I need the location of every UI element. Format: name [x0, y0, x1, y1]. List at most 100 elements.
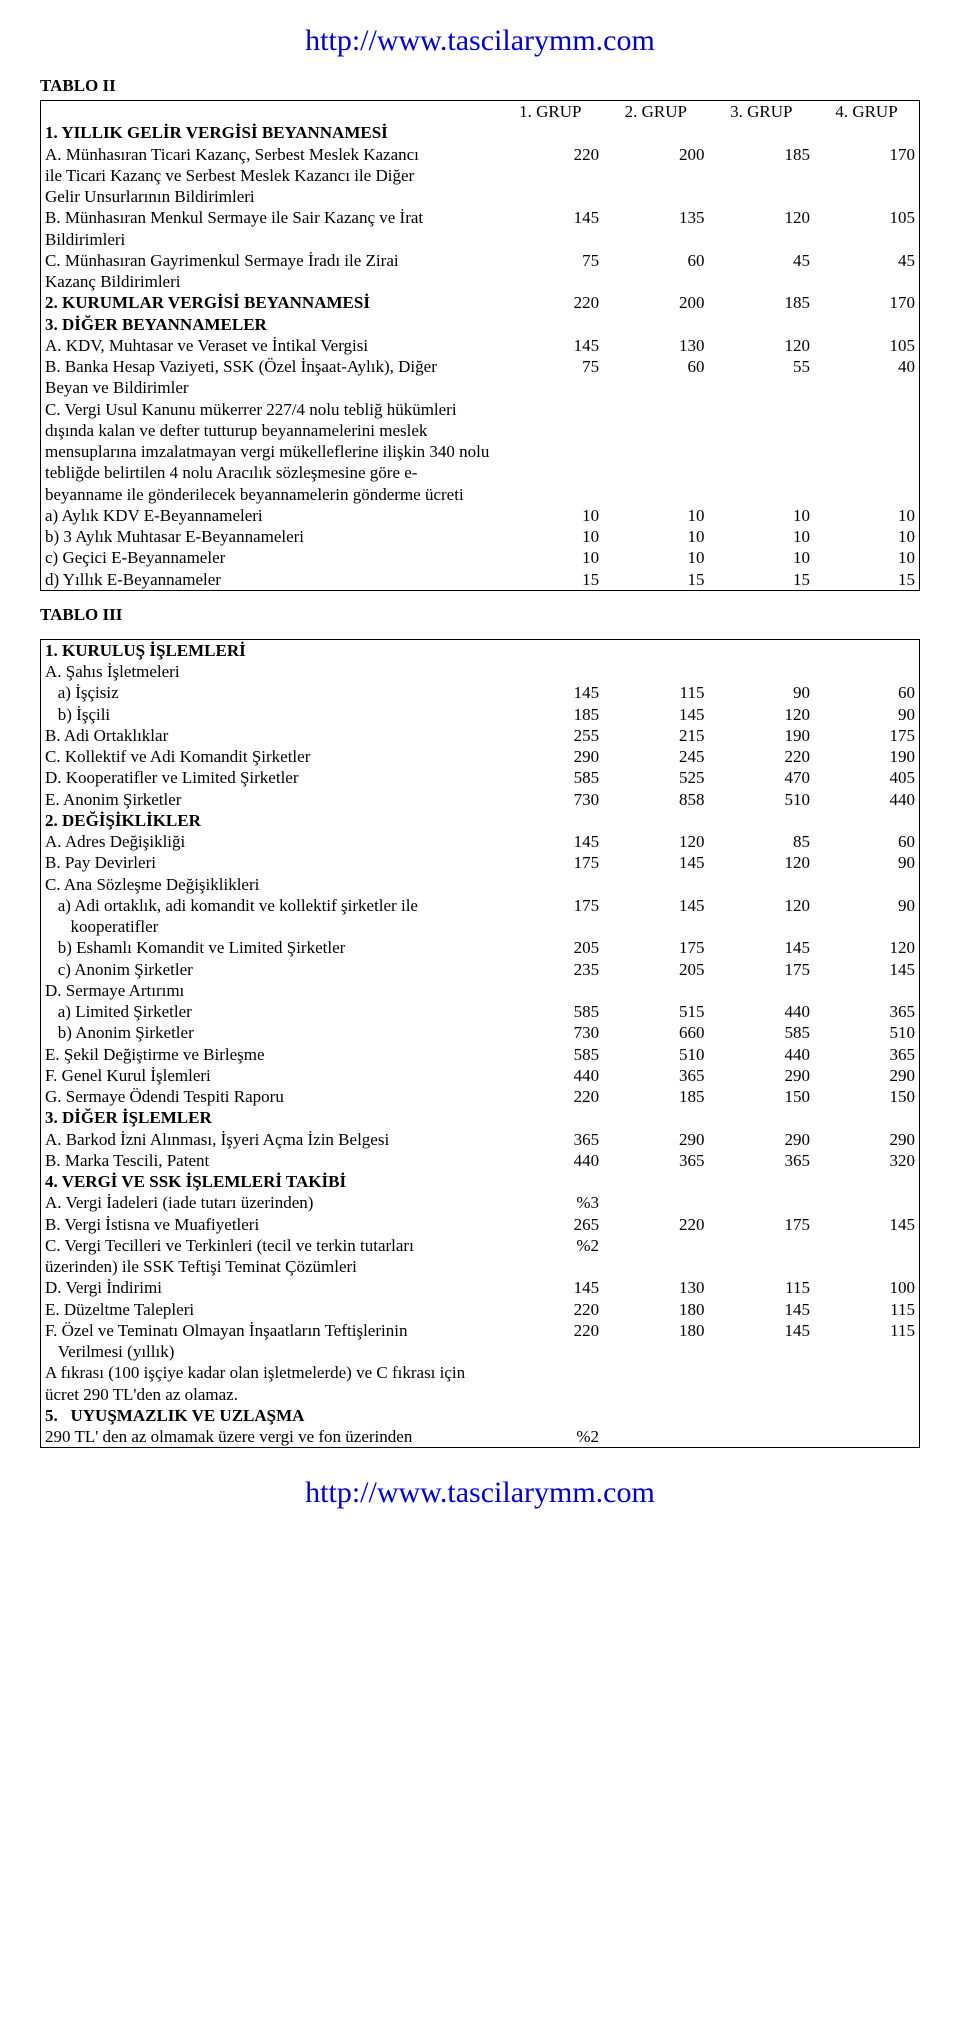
tablo3-row-5-label: C. Kollektif ve Adi Komandit Şirketler	[41, 746, 498, 767]
tablo3-row-22-label: 3. DİĞER İŞLEMLER	[41, 1107, 498, 1128]
tablo3-row-27-col-2: 175	[709, 1214, 814, 1235]
tablo2-row-3-col-1	[603, 186, 708, 207]
tablo3-row-4-col-3: 175	[814, 725, 920, 746]
tablo3-row-29-col-0	[498, 1256, 603, 1277]
tablo2-row-15-col-0: 10	[498, 526, 603, 547]
tablo2-row-4-label: B. Münhasıran Menkul Sermaye ile Sair Ka…	[41, 207, 498, 228]
tablo3-row-8-col-0	[498, 810, 603, 831]
tablo3-row-1-col-1	[603, 661, 708, 682]
tablo3-row-10-col-3: 90	[814, 852, 920, 873]
tablo3-row-19-col-3: 365	[814, 1044, 920, 1065]
tablo2-row-11-col-1: 60	[603, 356, 708, 377]
tablo3-row-31-col-3: 115	[814, 1299, 920, 1320]
tablo2-row-9-label: 3. DİĞER BEYANNAMELER	[41, 314, 498, 335]
tablo3-row-2-col-3: 60	[814, 682, 920, 703]
tablo3-row-12-label: a) Adi ortaklık, adi komandit ve kollekt…	[41, 895, 498, 916]
tablo3-row-21-col-3: 150	[814, 1086, 920, 1107]
tablo3-row-31-label: E. Düzeltme Talepleri	[41, 1299, 498, 1320]
tablo3-row-24-col-1: 365	[603, 1150, 708, 1171]
tablo3-row-32-col-3: 115	[814, 1320, 920, 1341]
tablo3-row-32-label: F. Özel ve Teminatı Olmayan İnşaatların …	[41, 1320, 498, 1341]
tablo3-row-14-col-3: 120	[814, 937, 920, 958]
tablo2-row-2-col-3	[814, 165, 920, 186]
tablo3-row-0-col-2	[709, 639, 814, 661]
tablo3-row-8-col-1	[603, 810, 708, 831]
tablo3-row-24-col-0: 440	[498, 1150, 603, 1171]
tablo3-row-30-col-1: 130	[603, 1277, 708, 1298]
tablo3-row-14-col-1: 175	[603, 937, 708, 958]
tablo3-row-16-col-3	[814, 980, 920, 1001]
tablo2-row-6-label: C. Münhasıran Gayrimenkul Sermaye İradı …	[41, 250, 498, 271]
tablo3-row-7-col-3: 440	[814, 789, 920, 810]
tablo2-row-0-label: 1. YILLIK GELİR VERGİSİ BEYANNAMESİ	[41, 122, 498, 143]
tablo3-row-1-col-2	[709, 661, 814, 682]
tablo2-row-1-col-3: 170	[814, 144, 920, 165]
tablo2-row-9-col-2	[709, 314, 814, 335]
tablo3-row-12-col-1: 145	[603, 895, 708, 916]
tablo2-table: 1. GRUP2. GRUP3. GRUP4. GRUP1. YILLIK GE…	[40, 100, 920, 591]
tablo2-row-14-label: a) Aylık KDV E-Beyannameleri	[41, 505, 498, 526]
tablo3-row-13-col-2	[709, 916, 814, 937]
tablo2-row-13-col-0	[498, 399, 603, 505]
tablo3-row-17-col-0: 585	[498, 1001, 603, 1022]
tablo3-row-10-col-0: 175	[498, 852, 603, 873]
tablo3-row-34-col-3	[814, 1362, 920, 1405]
tablo3-row-31-col-1: 180	[603, 1299, 708, 1320]
tablo3-row-6-col-2: 470	[709, 767, 814, 788]
tablo3-row-16-col-0	[498, 980, 603, 1001]
tablo2-header-1: 2. GRUP	[603, 101, 708, 123]
tablo3-row-21-col-2: 150	[709, 1086, 814, 1107]
tablo2-row-0-col-3	[814, 122, 920, 143]
tablo2-row-4-col-0: 145	[498, 207, 603, 228]
tablo3-table: 1. KURULUŞ İŞLEMLERİA. Şahıs İşletmeleri…	[40, 639, 920, 1449]
tablo3-row-11-label: C. Ana Sözleşme Değişiklikleri	[41, 874, 498, 895]
tablo3-row-2-col-1: 115	[603, 682, 708, 703]
tablo3-row-17-col-3: 365	[814, 1001, 920, 1022]
tablo3-row-34-col-2	[709, 1362, 814, 1405]
tablo3-row-26-col-1	[603, 1192, 708, 1213]
tablo2-row-2-col-2	[709, 165, 814, 186]
tablo2-row-13-col-3	[814, 399, 920, 505]
tablo3-row-13-col-1	[603, 916, 708, 937]
tablo3-row-30-col-0: 145	[498, 1277, 603, 1298]
tablo2-row-14-col-2: 10	[709, 505, 814, 526]
tablo3-row-8-col-3	[814, 810, 920, 831]
tablo3-row-32-col-2: 145	[709, 1320, 814, 1341]
tablo3-row-7-col-2: 510	[709, 789, 814, 810]
tablo2-row-13-label: C. Vergi Usul Kanunu mükerrer 227/4 nolu…	[41, 399, 498, 505]
tablo3-row-33-col-0	[498, 1341, 603, 1362]
tablo3-row-24-col-2: 365	[709, 1150, 814, 1171]
tablo3-row-5-col-3: 190	[814, 746, 920, 767]
tablo2-row-0-col-2	[709, 122, 814, 143]
tablo3-row-17-label: a) Limited Şirketler	[41, 1001, 498, 1022]
tablo3-caption: TABLO III	[40, 605, 920, 625]
tablo3-row-1-label: A. Şahıs İşletmeleri	[41, 661, 498, 682]
tablo2-row-8-col-1: 200	[603, 292, 708, 313]
tablo2-row-13-col-2	[709, 399, 814, 505]
tablo3-row-23-col-1: 290	[603, 1129, 708, 1150]
tablo2-row-11-col-3: 40	[814, 356, 920, 377]
tablo3-row-25-col-0	[498, 1171, 603, 1192]
tablo3-row-6-col-1: 525	[603, 767, 708, 788]
tablo3-row-13-col-3	[814, 916, 920, 937]
tablo3-row-28-col-3	[814, 1235, 920, 1256]
tablo3-row-6-col-0: 585	[498, 767, 603, 788]
tablo3-row-23-label: A. Barkod İzni Alınması, İşyeri Açma İzi…	[41, 1129, 498, 1150]
tablo2-row-17-col-3: 15	[814, 569, 920, 591]
tablo2-row-11-col-0: 75	[498, 356, 603, 377]
tablo2-row-16-col-0: 10	[498, 547, 603, 568]
tablo3-row-35-col-3	[814, 1405, 920, 1426]
tablo3-row-25-col-2	[709, 1171, 814, 1192]
tablo2-row-12-col-2	[709, 377, 814, 398]
tablo3-row-23-col-3: 290	[814, 1129, 920, 1150]
tablo3-row-6-label: D. Kooperatifler ve Limited Şirketler	[41, 767, 498, 788]
tablo3-row-11-col-0	[498, 874, 603, 895]
tablo3-row-31-col-0: 220	[498, 1299, 603, 1320]
tablo3-row-0-col-1	[603, 639, 708, 661]
tablo3-row-28-col-2	[709, 1235, 814, 1256]
tablo3-row-26-label: A. Vergi İadeleri (iade tutarı üzerinden…	[41, 1192, 498, 1213]
tablo3-row-14-col-2: 145	[709, 937, 814, 958]
tablo2-row-8-col-3: 170	[814, 292, 920, 313]
tablo2-row-10-col-3: 105	[814, 335, 920, 356]
tablo3-row-30-col-3: 100	[814, 1277, 920, 1298]
